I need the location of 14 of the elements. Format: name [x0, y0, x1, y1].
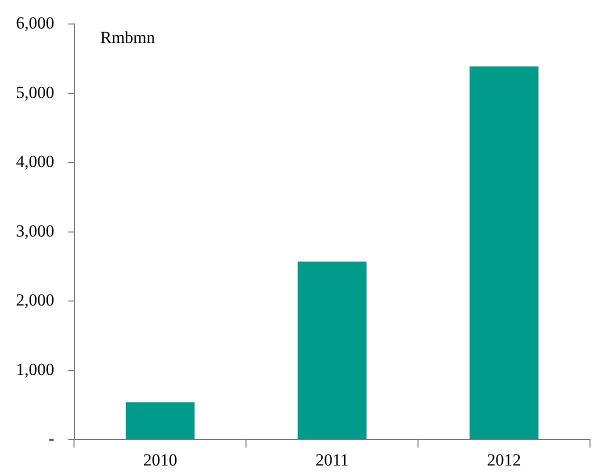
- y-tick-label: -: [48, 429, 55, 448]
- x-tick-label: 2010: [143, 450, 178, 470]
- x-tick-label: 2012: [487, 450, 522, 470]
- y-tick-label: 2,000: [16, 290, 54, 310]
- y-tick-label: 6,000: [16, 14, 54, 33]
- y-tick-label: 5,000: [16, 82, 54, 102]
- y-tick-label: 3,000: [16, 221, 54, 240]
- y-tick-label: 1,000: [16, 360, 54, 379]
- bar: [126, 402, 195, 440]
- bar: [470, 66, 538, 440]
- x-tick-label: 2011: [315, 450, 349, 470]
- bar: [298, 262, 367, 440]
- y-axis-title: Rmbmn: [100, 28, 156, 48]
- y-tick-label: 4,000: [16, 152, 54, 172]
